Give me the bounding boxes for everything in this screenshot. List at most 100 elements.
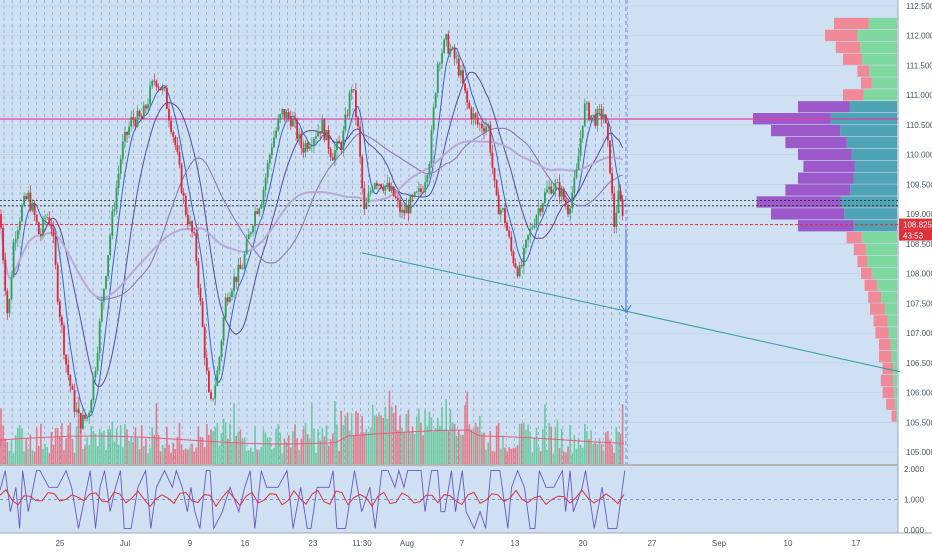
candle-body: [189, 221, 191, 225]
candle-body: [367, 193, 370, 203]
volume-bar: [174, 448, 177, 464]
drawings[interactable]: [361, 229, 901, 373]
volume-bar: [569, 424, 571, 464]
candle-body: [579, 138, 582, 156]
candle-body: [233, 276, 235, 291]
candle-body: [48, 217, 51, 226]
profile-up-bar: [840, 196, 897, 208]
candle-body: [384, 185, 387, 191]
candle-body: [250, 232, 252, 235]
profile-up-bar: [854, 160, 897, 172]
candle-body: [399, 200, 401, 213]
volume-bar: [365, 429, 368, 464]
volume-bar: [611, 445, 613, 464]
candle-body: [212, 398, 214, 400]
candle-body: [147, 104, 149, 109]
candle-body: [153, 80, 156, 82]
profile-up-bar: [876, 279, 897, 291]
time-tick-label: 10: [784, 539, 793, 548]
candle-body: [499, 209, 502, 215]
time-axis[interactable]: 25 Jul 9 16 23 11:30 Aug 7 13 20 27 Sep 10 17: [56, 539, 861, 548]
volume-bar: [418, 408, 420, 464]
volume-bar: [384, 406, 387, 464]
candle-body: [334, 150, 336, 161]
candle-body: [361, 156, 364, 189]
volume-bar: [243, 437, 246, 464]
candle-body: [331, 157, 334, 161]
volume-bar: [508, 447, 510, 464]
candle-body: [184, 195, 187, 215]
candle-body: [149, 86, 151, 105]
profile-up-bar: [853, 172, 897, 184]
volume-bar: [40, 423, 42, 464]
volume-bar: [290, 447, 292, 464]
volume-bar: [54, 428, 57, 464]
volume-bar: [92, 431, 95, 464]
candle-body: [390, 186, 393, 191]
time-tick-label: 16: [241, 539, 250, 548]
candle-body: [613, 193, 616, 228]
volume-bar: [122, 447, 124, 464]
candle-body: [231, 290, 233, 298]
volume-bar: [422, 435, 424, 464]
candle-body: [422, 192, 424, 193]
price-axis[interactable]: 112.500 112.000 111.500 111.000 110.500 110.0…: [906, 2, 932, 457]
volume-bar: [481, 434, 483, 464]
price-tick-label: 105.500: [906, 418, 932, 427]
candle-body: [621, 199, 624, 216]
candle-body: [193, 232, 196, 234]
candle-body: [565, 199, 567, 205]
candle-body: [75, 409, 78, 412]
volume-bar: [119, 424, 122, 464]
candle-body: [535, 215, 538, 226]
volume-bar: [491, 450, 494, 464]
price-tick-label: 111.500: [906, 61, 932, 70]
profile-down-bar: [891, 410, 897, 422]
candle-body: [426, 174, 429, 183]
time-tick-label: 11:30: [352, 539, 372, 548]
time-tick-label: 17: [852, 539, 861, 548]
volume-bar: [164, 447, 166, 464]
candle-body: [138, 110, 141, 117]
volume-bar: [468, 424, 471, 464]
volume-bar: [59, 435, 61, 464]
volume-bar: [348, 430, 351, 464]
volume-bar: [424, 409, 426, 464]
candle-body: [84, 414, 86, 419]
candle-body: [520, 265, 523, 267]
time-tick-label: 20: [579, 539, 588, 548]
volume-bar: [191, 443, 193, 464]
candle-body: [476, 117, 479, 125]
candle-body: [401, 209, 403, 213]
candle-body: [376, 183, 378, 186]
volume-bar: [380, 415, 382, 464]
price-tick-label: 106.000: [906, 389, 932, 398]
oscillator-axis[interactable]: 2.000 1.000 0.000: [904, 465, 925, 535]
volume-bar: [525, 429, 527, 464]
volume-bar: [206, 423, 208, 464]
candle-body: [224, 297, 227, 318]
candle-body: [241, 268, 244, 270]
candle-body: [527, 234, 529, 240]
candle-body: [201, 301, 204, 327]
candle-body: [275, 130, 277, 138]
volume-bar: [523, 422, 525, 464]
volume-bar: [52, 444, 55, 464]
volume-bar: [313, 428, 315, 464]
volume-bar: [0, 408, 2, 464]
volume-moving-average: [0, 429, 625, 446]
candle-body: [457, 58, 460, 76]
volume-bar: [428, 411, 431, 464]
volume-bar: [321, 428, 324, 464]
volume-bar: [12, 453, 15, 464]
candle-body: [252, 225, 254, 233]
candle-body: [132, 117, 135, 120]
price-tick-label: 107.000: [906, 329, 932, 338]
volume-bar: [378, 412, 380, 464]
volume-bar: [470, 429, 473, 464]
candle-body: [237, 264, 240, 282]
candle-body: [218, 356, 221, 371]
candle-body: [187, 214, 189, 225]
